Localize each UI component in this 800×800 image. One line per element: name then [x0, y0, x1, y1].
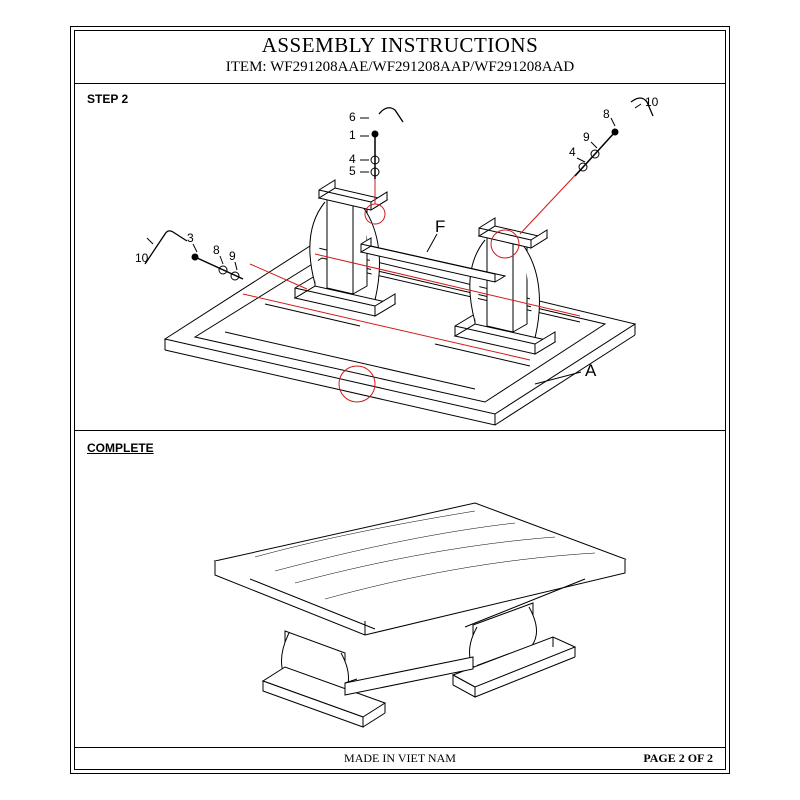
header: ASSEMBLY INSTRUCTIONS ITEM: WF291208AAE/… — [75, 31, 725, 83]
footer-made: MADE IN VIET NAM — [75, 751, 725, 766]
page: ASSEMBLY INSTRUCTIONS ITEM: WF291208AAE/… — [70, 26, 730, 774]
footer-page: PAGE 2 OF 2 — [643, 751, 713, 766]
callout-8-right: 8 — [603, 107, 610, 121]
callout-3-left: 3 — [187, 231, 194, 245]
callout-9-right: 9 — [583, 130, 590, 144]
complete-diagram — [75, 431, 725, 747]
part-A: A — [585, 361, 597, 380]
callout-10-right: 10 — [645, 95, 659, 109]
callout-8-left: 8 — [213, 243, 220, 257]
complete-label: COMPLETE — [87, 441, 154, 455]
exploded-diagram: 10 3 8 9 6 1 4 5 — [75, 84, 725, 430]
panel-step2: STEP 2 — [75, 84, 725, 430]
item-codes: WF291208AAE/WF291208AAP/WF291208AAD — [270, 59, 574, 75]
footer: MADE IN VIET NAM PAGE 2 OF 2 — [75, 749, 725, 769]
item-line: ITEM: WF291208AAE/WF291208AAP/WF291208AA… — [75, 59, 725, 76]
callout-5: 5 — [349, 164, 356, 178]
callout-9-left: 9 — [229, 249, 236, 263]
callout-4-right: 4 — [569, 145, 576, 159]
item-prefix: ITEM: — [226, 59, 267, 75]
page-title: ASSEMBLY INSTRUCTIONS — [75, 33, 725, 58]
step-label: STEP 2 — [87, 92, 128, 106]
footer-rule — [75, 747, 725, 748]
panel-complete: COMPLETE — [75, 431, 725, 747]
callout-10-left: 10 — [135, 251, 149, 265]
callout-1: 1 — [349, 128, 356, 142]
part-F: F — [435, 217, 445, 236]
callout-6: 6 — [349, 110, 356, 124]
